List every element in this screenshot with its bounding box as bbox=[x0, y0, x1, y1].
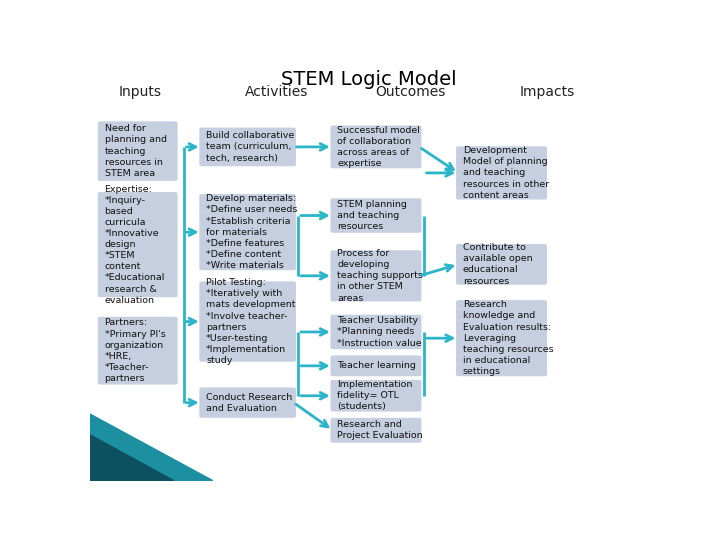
Polygon shape bbox=[101, 427, 202, 481]
FancyBboxPatch shape bbox=[199, 281, 296, 362]
FancyBboxPatch shape bbox=[199, 127, 296, 166]
Text: Successful model
of collaboration
across areas of
expertise: Successful model of collaboration across… bbox=[337, 126, 420, 168]
FancyBboxPatch shape bbox=[456, 244, 547, 285]
Text: Partners:
*Primary PI's
organization
*HRE,
*Teacher-
partners: Partners: *Primary PI's organization *HR… bbox=[104, 319, 166, 383]
Text: Research
knowledge and
Evaluation results:
Leveraging
teaching resources
in educ: Research knowledge and Evaluation result… bbox=[463, 300, 554, 376]
FancyBboxPatch shape bbox=[456, 300, 547, 376]
FancyBboxPatch shape bbox=[98, 192, 178, 297]
FancyBboxPatch shape bbox=[98, 122, 178, 181]
Text: Activities: Activities bbox=[246, 85, 309, 99]
FancyBboxPatch shape bbox=[330, 418, 421, 443]
FancyBboxPatch shape bbox=[330, 355, 421, 376]
Text: STEM Logic Model: STEM Logic Model bbox=[282, 70, 456, 89]
FancyBboxPatch shape bbox=[199, 194, 296, 270]
Text: Implementation
fidelity= OTL
(students): Implementation fidelity= OTL (students) bbox=[337, 380, 413, 411]
Text: Inputs: Inputs bbox=[119, 85, 162, 99]
Text: Impacts: Impacts bbox=[520, 85, 575, 99]
Text: Outcomes: Outcomes bbox=[376, 85, 446, 99]
Text: Expertise:
*Inquiry-
based
curricula
*Innovative
design
*STEM
content
*Education: Expertise: *Inquiry- based curricula *In… bbox=[104, 185, 165, 305]
FancyBboxPatch shape bbox=[330, 315, 421, 349]
Polygon shape bbox=[90, 414, 213, 481]
Text: Research and
Project Evaluation: Research and Project Evaluation bbox=[337, 420, 423, 440]
Text: Teacher learning: Teacher learning bbox=[337, 361, 416, 370]
Text: Need for
planning and
teaching
resources in
STEM area: Need for planning and teaching resources… bbox=[104, 124, 166, 178]
FancyBboxPatch shape bbox=[330, 198, 421, 233]
FancyBboxPatch shape bbox=[199, 388, 296, 418]
FancyBboxPatch shape bbox=[98, 317, 178, 384]
Text: Process for
developing
teaching supports
in other STEM
areas: Process for developing teaching supports… bbox=[337, 249, 423, 302]
Text: Contribute to
available open
educational
resources: Contribute to available open educational… bbox=[463, 243, 532, 286]
Text: STEM planning
and teaching
resources: STEM planning and teaching resources bbox=[337, 200, 407, 231]
Text: Conduct Research
and Evaluation: Conduct Research and Evaluation bbox=[206, 393, 292, 413]
Text: Pilot Testing:
*Iteratively with
mats development
*Involve teacher-
partners
*Us: Pilot Testing: *Iteratively with mats de… bbox=[206, 278, 296, 365]
Text: Development
Model of planning
and teaching
resources in other
content areas: Development Model of planning and teachi… bbox=[463, 146, 549, 200]
Text: Teacher Usability
*Planning needs
*Instruction value: Teacher Usability *Planning needs *Instr… bbox=[337, 316, 422, 348]
Text: Develop materials:
*Define user needs
*Establish criteria
for materials
*Define : Develop materials: *Define user needs *E… bbox=[206, 194, 297, 270]
FancyBboxPatch shape bbox=[456, 146, 547, 199]
Text: Build collaborative
team (curriculum,
tech, research): Build collaborative team (curriculum, te… bbox=[206, 131, 294, 163]
Polygon shape bbox=[90, 435, 174, 481]
FancyBboxPatch shape bbox=[330, 125, 421, 168]
FancyBboxPatch shape bbox=[330, 250, 421, 301]
FancyBboxPatch shape bbox=[330, 380, 421, 411]
